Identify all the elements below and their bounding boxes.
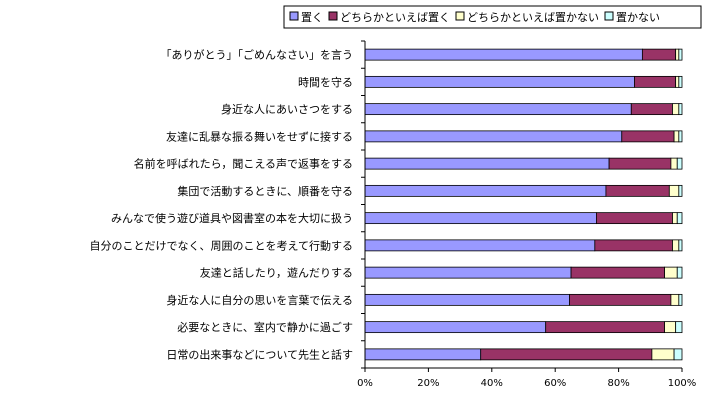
bar-0-series-2: [675, 48, 680, 61]
bar-9-series-3: [678, 293, 683, 306]
bar-0-series-0: [364, 48, 643, 61]
bar-11-series-1: [480, 348, 653, 361]
category-label-5: 集団で活動するときに、順番を守る: [177, 184, 353, 198]
bar-0-series-1: [641, 48, 677, 61]
bar-0-series-3: [678, 48, 683, 61]
category-label-6: みんなで使う遊び道具や図書室の本を大切に扱う: [111, 211, 353, 225]
category-label-11: 日常の出来事などについて先生と話す: [166, 347, 353, 361]
bar-6-series-1: [596, 212, 673, 225]
x-tick-label-4: 80%: [607, 378, 629, 389]
bar-2-series-0: [364, 103, 632, 116]
legend-label-2: どちらかといえば置かない: [467, 11, 599, 24]
bar-3-series-1: [621, 130, 675, 143]
bar-9-series-0: [364, 293, 570, 306]
bar-3-series-0: [364, 130, 623, 143]
bar-11-series-2: [651, 348, 675, 361]
bar-3-series-2: [673, 130, 680, 143]
bar-6-series-0: [364, 212, 597, 225]
legend-label-0: 置く: [301, 11, 323, 24]
bar-4-series-0: [364, 157, 610, 170]
legend: 置く どちらかといえば置く どちらかといえば置かない 置かない: [283, 5, 702, 29]
legend-box: [283, 5, 702, 29]
bars: [364, 48, 683, 361]
bar-10-series-2: [664, 321, 677, 334]
category-label-0: 「ありがとう」「ごめんなさい」を言う: [161, 48, 354, 62]
bar-4-series-1: [608, 157, 672, 170]
bar-10-series-3: [675, 321, 683, 334]
category-label-10: 必要なときに、室内で静かに過ごす: [177, 320, 353, 334]
x-axis: 0% 20% 40% 60% 80% 100%: [357, 40, 697, 389]
bar-3-series-3: [678, 130, 683, 143]
bar-11-series-0: [364, 348, 482, 361]
x-tick-label-0: 0%: [357, 378, 373, 389]
bar-9-series-2: [670, 293, 680, 306]
category-label-2: 身近な人にあいさつをする: [221, 102, 353, 116]
legend-swatch-3: [604, 11, 614, 21]
bar-1-series-1: [634, 75, 677, 88]
legend-swatch-2: [455, 11, 465, 21]
legend-swatch-1: [328, 11, 338, 21]
legend-label-3: 置かない: [616, 11, 660, 24]
bar-2-series-3: [678, 103, 683, 116]
bar-5-series-1: [605, 184, 670, 197]
bar-8-series-0: [364, 266, 572, 279]
category-label-4: 名前を呼ばれたら，聞こえる声で返事をする: [134, 157, 353, 171]
bar-7-series-2: [672, 239, 680, 252]
bar-5-series-3: [678, 184, 683, 197]
bar-4-series-2: [670, 157, 678, 170]
category-labels: 「ありがとう」「ごめんなさい」を言う時間を守る身近な人にあいさつをする友達に乱暴…: [90, 48, 353, 362]
bar-9-series-1: [569, 293, 672, 306]
bar-1-series-2: [675, 75, 680, 88]
bar-2-series-1: [630, 103, 673, 116]
bar-4-series-3: [676, 157, 683, 170]
category-label-7: 自分のことだけでなく、周囲のことを考えて行動する: [90, 238, 353, 252]
bar-7-series-0: [364, 239, 596, 252]
category-label-9: 身近な人に自分の思いを言葉で伝える: [166, 293, 353, 307]
bar-7-series-1: [594, 239, 673, 252]
bar-1-series-0: [364, 75, 635, 88]
bar-8-series-1: [570, 266, 665, 279]
x-tick-label-2: 40%: [481, 378, 503, 389]
legend-label-1: どちらかといえば置く: [340, 11, 450, 24]
bar-7-series-3: [678, 239, 683, 252]
category-label-1: 時間を守る: [298, 75, 353, 89]
x-tick-label-1: 20%: [417, 378, 439, 389]
bar-10-series-0: [364, 321, 547, 334]
category-label-8: 友達と話したり，遊んだりする: [200, 266, 353, 280]
bar-2-series-2: [672, 103, 680, 116]
bar-11-series-3: [673, 348, 683, 361]
bar-10-series-1: [545, 321, 665, 334]
bar-5-series-2: [668, 184, 680, 197]
bar-6-series-3: [676, 212, 683, 225]
bar-6-series-2: [672, 212, 678, 225]
legend-swatch-0: [289, 11, 299, 21]
bar-8-series-3: [676, 266, 683, 279]
bar-5-series-0: [364, 184, 607, 197]
x-tick-label-5: 100%: [668, 378, 697, 389]
bar-8-series-2: [664, 266, 678, 279]
category-label-3: 友達に乱暴な振る舞いをせずに接する: [166, 129, 353, 143]
bar-1-series-3: [678, 75, 683, 88]
x-tick-label-3: 60%: [544, 378, 566, 389]
